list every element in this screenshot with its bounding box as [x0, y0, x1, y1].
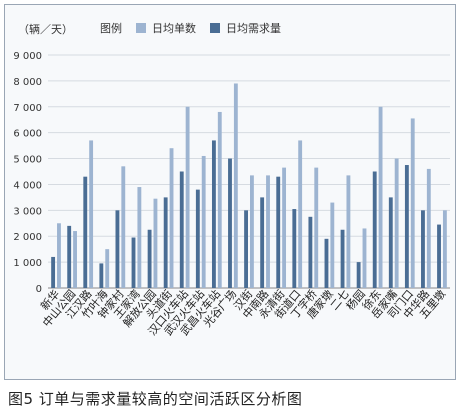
y-tick-label: 8 000	[13, 77, 42, 88]
legend-label-series-2: 日均需求量	[226, 22, 281, 35]
bar-series-1	[314, 167, 319, 288]
bar-series-2	[356, 262, 361, 288]
bar-series-2	[260, 197, 265, 288]
bar-series-2	[421, 210, 425, 288]
bar-series-2	[308, 216, 313, 288]
bar-series-1	[282, 167, 287, 288]
legend-swatch-series-1	[136, 23, 146, 33]
bar-series-2	[292, 209, 297, 288]
bar-series-1	[426, 168, 431, 288]
bar-series-2	[324, 238, 329, 288]
bar-series-1	[330, 202, 335, 288]
bar-series-1	[346, 175, 351, 288]
y-tick-label: 1 000	[13, 258, 42, 269]
y-tick-label: 6 000	[13, 129, 42, 140]
bar-series-2	[163, 197, 168, 288]
bar-series-2	[276, 176, 281, 288]
y-tick-label: 5 000	[13, 155, 42, 166]
bar-series-2	[340, 229, 345, 288]
bar-series-1	[73, 231, 77, 288]
legend: 图例 日均单数 日均需求量	[100, 20, 281, 36]
bar-series-2	[372, 171, 377, 288]
bar-series-1	[105, 249, 110, 288]
bar-series-1	[169, 148, 174, 288]
bar-series-2	[244, 210, 248, 288]
bar-series-2	[51, 256, 56, 288]
y-unit-label: （辆／天）	[18, 23, 73, 36]
bar-series-2	[115, 210, 120, 288]
bar-series-1	[201, 155, 206, 288]
legend-title: 图例	[100, 22, 122, 35]
bar-series-1	[410, 118, 415, 288]
bar-series-2	[131, 237, 136, 288]
bar-series-1	[121, 166, 126, 288]
bar-series-1	[217, 111, 222, 288]
bar-series-1	[89, 140, 94, 288]
y-tick-label: 3 000	[13, 206, 42, 217]
bar-series-2	[179, 171, 184, 288]
bar-series-1	[250, 175, 254, 288]
bar-series-2	[147, 229, 152, 288]
y-tick-label: 2 000	[13, 232, 42, 243]
y-tick-label: 0	[36, 284, 42, 295]
y-tick-label: 4 000	[13, 180, 42, 191]
bar-series-2	[211, 140, 216, 288]
bar-series-2	[228, 158, 232, 288]
bar-series-1	[442, 210, 447, 288]
bar-series-1	[266, 175, 270, 288]
figure-caption: 图5 订单与需求量较高的空间活跃区分析图	[8, 390, 303, 408]
legend-swatch-series-2	[210, 23, 220, 33]
y-tick-label: 7 000	[13, 103, 42, 114]
bar-series-1	[233, 83, 238, 288]
bar-series-2	[195, 189, 200, 288]
legend-label-series-1: 日均单数	[152, 22, 196, 35]
bar-series-2	[67, 225, 72, 288]
bar-series-2	[83, 176, 88, 288]
bar-series-2	[437, 224, 441, 288]
bar-series-2	[388, 197, 393, 288]
bar-series-1	[137, 187, 142, 288]
bar-series-1	[153, 198, 158, 288]
bar-series-2	[99, 263, 104, 288]
bar-series-1	[362, 228, 367, 288]
bar-chart: 0 1 000 2 000 3 000 4 000 5 000 6 000 7 000 8 00…	[13, 51, 450, 338]
bar-series-1	[57, 223, 61, 288]
y-tick-label: 9 000	[13, 51, 42, 62]
bar-series-1	[378, 106, 383, 289]
bar-series-2	[404, 165, 409, 288]
bar-series-1	[298, 140, 303, 288]
bar-series-1	[185, 106, 190, 289]
bar-series-1	[394, 158, 399, 288]
